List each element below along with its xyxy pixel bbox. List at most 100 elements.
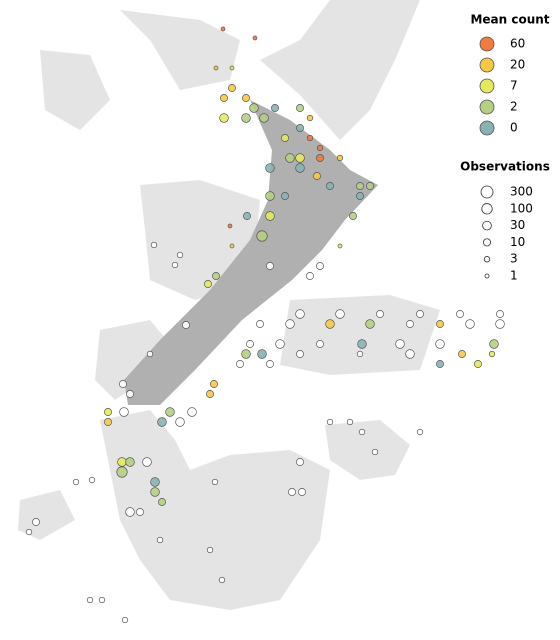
point (416, 428, 424, 436)
point (104, 418, 112, 426)
point (165, 407, 175, 417)
point (406, 320, 414, 328)
point (219, 113, 229, 123)
legend-label: 1 (510, 269, 518, 283)
point (218, 576, 226, 584)
land-shape (100, 410, 330, 610)
point (266, 360, 274, 368)
point (265, 163, 275, 173)
point (436, 320, 444, 328)
point (249, 103, 259, 113)
legend-title: Mean count (470, 13, 549, 27)
point (295, 309, 305, 319)
point (259, 113, 269, 123)
point (206, 390, 214, 398)
legend: Mean count Observations 6020720300100301… (460, 13, 550, 283)
point (136, 508, 144, 516)
point (242, 94, 250, 102)
point (142, 457, 152, 467)
point (488, 350, 496, 358)
point (204, 280, 212, 288)
point (474, 360, 482, 368)
point (146, 350, 154, 358)
point (357, 339, 367, 349)
legend-label: 2 (510, 100, 518, 114)
legend-swatch (479, 36, 495, 52)
legend-size-swatch (482, 238, 492, 247)
point (117, 457, 127, 467)
point (356, 192, 364, 200)
legend-label: 20 (510, 58, 525, 72)
point (257, 349, 267, 359)
point (32, 518, 40, 526)
land-shape (18, 490, 75, 540)
point (220, 94, 228, 102)
point (256, 320, 264, 328)
land-shape (95, 320, 175, 400)
point (150, 477, 160, 487)
point (157, 417, 167, 427)
point (416, 310, 424, 318)
point (306, 114, 314, 122)
point (266, 262, 274, 270)
point (121, 616, 129, 624)
point (296, 350, 304, 358)
point (337, 243, 343, 249)
legend-swatch (479, 78, 495, 94)
legend-size-swatch (483, 256, 491, 263)
point (349, 212, 357, 220)
land-shape (325, 420, 410, 480)
legend-label: 10 (510, 235, 525, 249)
point (213, 65, 219, 71)
point (210, 380, 218, 388)
point (435, 339, 445, 349)
point (395, 339, 405, 349)
point (275, 339, 285, 349)
point (336, 154, 344, 162)
point (489, 339, 499, 349)
point (158, 498, 166, 506)
point (88, 476, 96, 484)
legend-label: 7 (510, 79, 518, 93)
point (116, 466, 128, 478)
point (220, 26, 226, 32)
legend-label: 100 (510, 201, 533, 215)
point (365, 319, 375, 329)
point (252, 35, 258, 41)
point (285, 319, 295, 329)
point (306, 134, 314, 142)
point (211, 478, 219, 486)
point (241, 349, 251, 359)
point (298, 488, 306, 496)
point (295, 153, 305, 163)
point (316, 144, 324, 152)
point (376, 310, 384, 318)
point (246, 340, 254, 348)
point (98, 596, 106, 604)
point (187, 407, 197, 417)
legend-label: 60 (510, 37, 525, 51)
point (229, 243, 235, 249)
point (125, 507, 135, 517)
point (156, 536, 164, 544)
point (325, 319, 335, 329)
point (25, 528, 33, 536)
point (313, 172, 321, 180)
point (458, 350, 466, 358)
point (465, 319, 475, 329)
point (126, 390, 134, 398)
land-shape (120, 10, 240, 90)
point (436, 360, 444, 368)
point (346, 418, 354, 426)
point (125, 457, 135, 467)
point (236, 360, 244, 368)
point (150, 487, 160, 497)
point (456, 310, 464, 318)
point (296, 124, 304, 132)
land (18, 0, 440, 610)
point (182, 321, 190, 329)
point (119, 407, 129, 417)
point (171, 261, 179, 269)
point (405, 349, 415, 359)
